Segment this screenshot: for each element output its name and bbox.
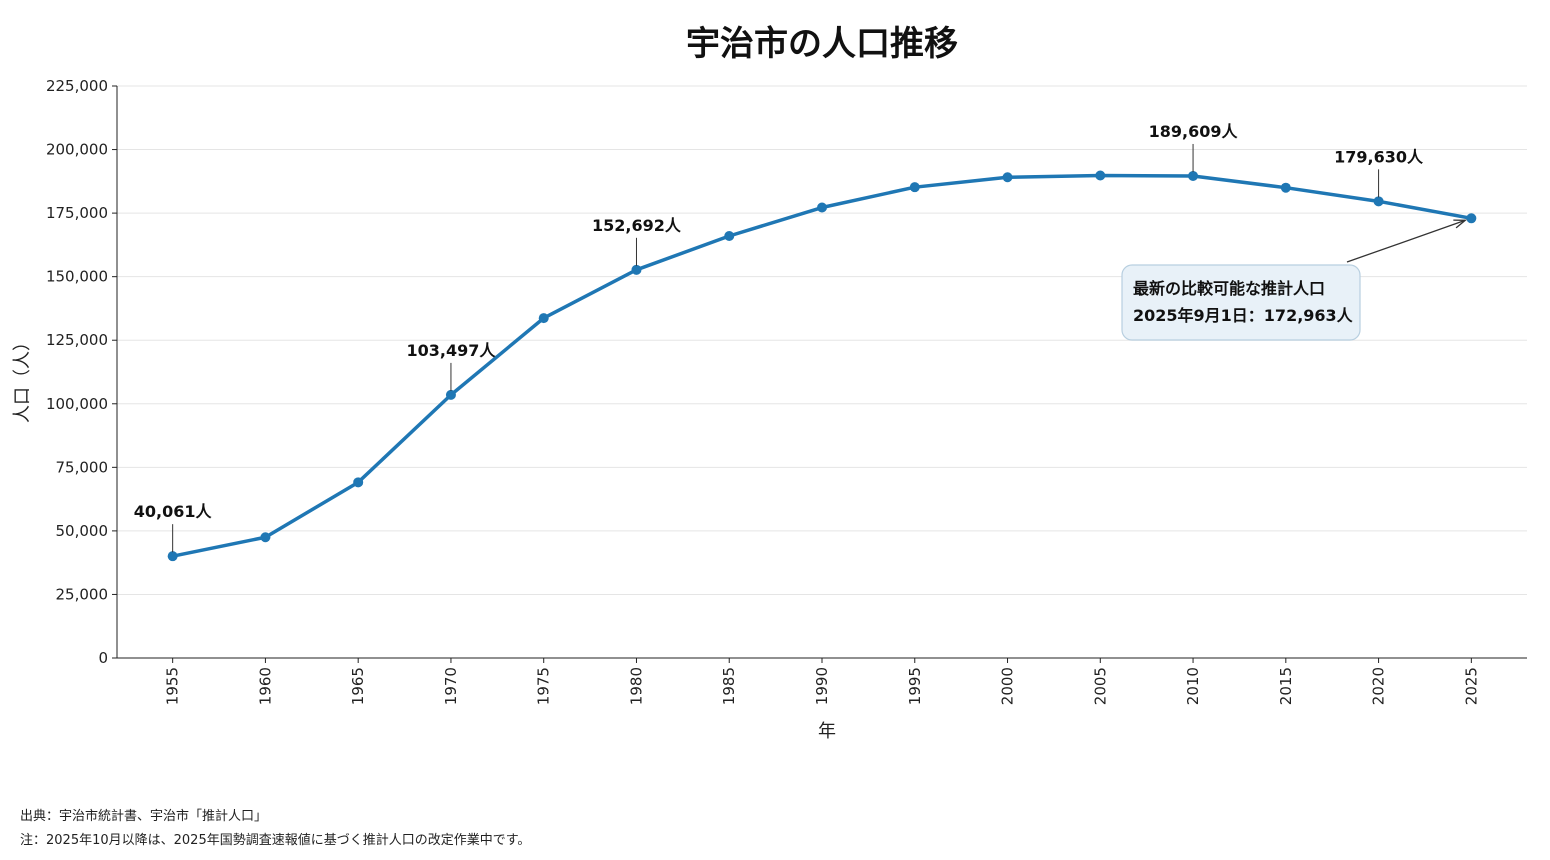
y-axis-label: 人口（人）	[12, 333, 33, 423]
data-point	[1095, 170, 1106, 181]
data-point	[1280, 182, 1291, 193]
x-axis-label: 年	[818, 721, 836, 742]
data-label: 189,609人	[1149, 122, 1239, 141]
callout-text-line: 最新の比較可能な推計人口	[1133, 279, 1325, 298]
data-point	[724, 230, 735, 241]
data-label: 152,692人	[592, 216, 682, 235]
x-tick-label: 2025	[1462, 667, 1480, 705]
y-tick-label: 25,000	[56, 585, 109, 603]
x-tick-label: 2000	[999, 667, 1017, 705]
y-tick-label: 150,000	[46, 268, 108, 286]
data-point	[1188, 170, 1199, 181]
y-axis-ticks: 0 25,000 50,000 75,000 100,000 125,000 150,000…	[46, 77, 117, 667]
data-point	[538, 313, 549, 324]
x-tick-label: 2005	[1091, 667, 1109, 705]
data-point	[353, 477, 364, 488]
data-point	[1002, 172, 1013, 183]
y-tick-label: 175,000	[46, 204, 108, 222]
data-point	[817, 202, 827, 213]
x-tick-label: 1995	[906, 667, 924, 705]
x-tick-label: 2020	[1370, 667, 1388, 705]
callout-arrow-head	[1453, 219, 1468, 229]
y-tick-label: 0	[98, 649, 108, 667]
callout-arrow-line	[1346, 219, 1466, 263]
y-tick-label: 125,000	[46, 331, 108, 349]
x-tick-label: 1965	[349, 667, 367, 705]
x-tick-label: 1970	[442, 667, 460, 705]
callout-text-line: 2025年9月1日：172,963人	[1133, 306, 1354, 325]
data-point	[260, 532, 271, 543]
source-note: 出典：宇治市統計書、宇治市「推計人口」	[20, 809, 268, 824]
axes	[116, 86, 1527, 659]
data-point	[909, 182, 920, 193]
x-tick-label: 1975	[535, 667, 553, 705]
series-population	[167, 170, 1477, 562]
y-tick-label: 50,000	[56, 522, 109, 540]
data-point	[167, 551, 178, 562]
latest-estimate-callout: 最新の比較可能な推計人口 2025年9月1日：172,963人	[1121, 219, 1468, 341]
data-point	[631, 264, 642, 275]
x-tick-label: 1990	[813, 667, 831, 705]
x-tick-label: 1985	[720, 667, 738, 705]
data-label: 40,061人	[134, 502, 213, 521]
y-tick-label: 200,000	[46, 141, 108, 159]
y-tick-label: 75,000	[56, 458, 109, 476]
y-tick-label: 225,000	[46, 77, 108, 95]
data-point	[445, 389, 456, 400]
data-point	[1466, 213, 1477, 224]
data-point	[1373, 196, 1384, 207]
callout-box	[1121, 264, 1361, 341]
grid-lines	[117, 85, 1527, 595]
x-tick-label: 2010	[1184, 667, 1202, 705]
chart-title: 宇治市の人口推移	[686, 24, 958, 64]
data-label: 179,630人	[1334, 147, 1424, 166]
x-tick-label: 1980	[627, 667, 645, 705]
y-tick-label: 100,000	[46, 395, 108, 413]
data-labels: 40,061人 103,497人 152,692人 189,609人 179,630人	[134, 122, 1424, 553]
revision-note: 注：2025年10月以降は、2025年国勢調査速報値に基づく推計人口の改定作業中…	[20, 833, 531, 848]
x-tick-label: 2015	[1277, 667, 1295, 705]
series-line	[170, 173, 1474, 558]
x-tick-label: 1955	[164, 667, 182, 705]
x-axis-ticks: 1955 1960 1965 1970 1975 1980 1985 1990 1995 2000…	[164, 658, 1480, 705]
x-tick-label: 1960	[256, 667, 274, 705]
data-label: 103,497人	[407, 341, 497, 360]
